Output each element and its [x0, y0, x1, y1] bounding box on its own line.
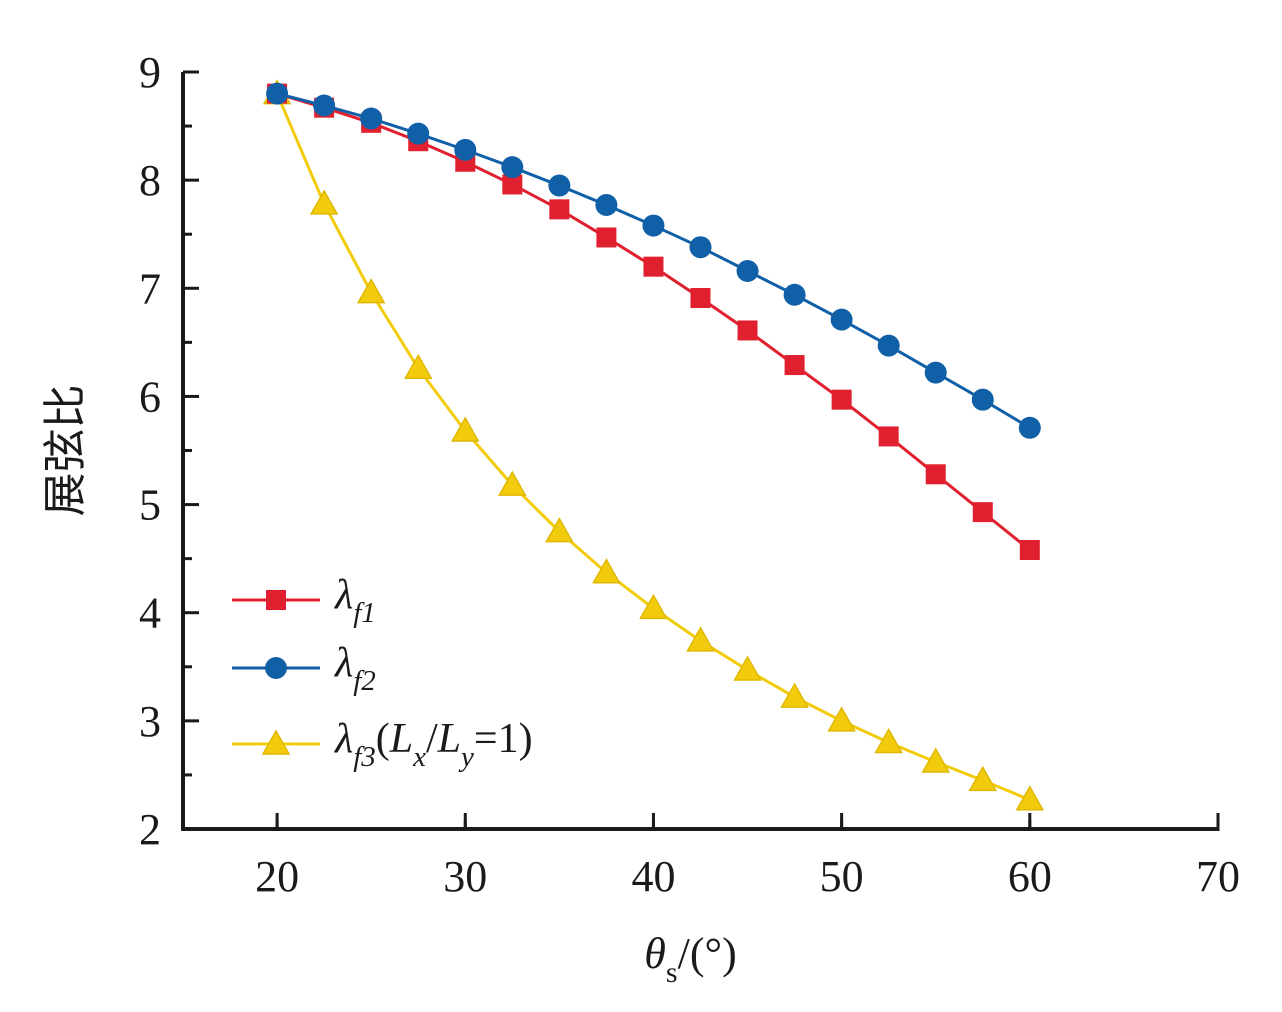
legend-label-sub: f1: [353, 597, 376, 629]
series-2-point: [360, 107, 383, 130]
series-1-point: [784, 355, 805, 376]
legend-label-suffix-open: (: [376, 716, 390, 762]
series-3-point: [921, 747, 951, 773]
series-3: [262, 79, 1045, 811]
legend-label-suffix-suby: y: [458, 741, 474, 773]
series-3-point: [545, 517, 574, 543]
legend-label-base: λ: [333, 640, 353, 686]
series-2-point: [877, 334, 900, 357]
legend-label-suffix-L2: L: [437, 716, 461, 762]
series-1-point: [502, 174, 523, 195]
series-2-point: [501, 156, 524, 179]
legend-label-suffix-L: L: [389, 716, 413, 762]
legend-label-suffix-slash: /: [426, 716, 438, 762]
series-2-point: [924, 361, 947, 384]
series-1-point: [1019, 539, 1040, 560]
x-axis-title-symbol: θ: [644, 929, 666, 978]
series-1-point: [737, 320, 758, 341]
series-2-point: [830, 308, 853, 331]
x-tick-label: 40: [631, 852, 675, 901]
y-tick-label: 4: [139, 589, 161, 638]
series-2-point: [736, 259, 759, 282]
x-axis-title-unit: /(°): [678, 929, 737, 978]
series-3-point: [309, 189, 339, 215]
series-1-point: [972, 502, 993, 523]
series-3-point: [780, 682, 809, 708]
x-tick-label: 30: [443, 852, 487, 901]
series-3-point: [733, 655, 762, 681]
series-1-point: [878, 426, 899, 447]
series-2-point: [642, 214, 665, 237]
series-3-point: [450, 416, 480, 442]
legend-label: λf3(Lx/Ly=1): [333, 716, 533, 773]
series-2-point: [783, 283, 806, 306]
series-2-point: [1018, 416, 1041, 439]
series-3-point: [827, 706, 856, 732]
series-1-point: [549, 199, 570, 220]
legend-item-1: λf1: [232, 572, 376, 629]
series-1-point: [831, 389, 852, 410]
legend-label-suffix-subx: x: [412, 741, 426, 773]
legend-label-suffix-rest: =1): [474, 716, 533, 762]
series-layer: [262, 79, 1045, 811]
series-3-point: [968, 765, 998, 792]
series-3-point: [874, 727, 903, 754]
series-2-point: [971, 388, 994, 411]
legend-item-2: λf2: [232, 640, 376, 697]
legend-swatch-marker: [265, 657, 287, 679]
y-tick-label: 6: [139, 372, 161, 421]
series-3-line: [275, 93, 1031, 802]
series-1-point: [643, 256, 664, 277]
y-tick-label: 9: [139, 48, 161, 97]
x-tick-label: 60: [1008, 852, 1052, 901]
y-tick-label: 5: [139, 481, 161, 530]
series-2: [266, 82, 1041, 439]
x-tick-label: 70: [1196, 852, 1240, 901]
series-2-point: [595, 194, 618, 217]
series-1-point: [596, 227, 617, 248]
series-1-point: [925, 464, 946, 485]
axes: 2 3 4 5 6 7 8 9 20 30 40 50 60 70 θs/(°) 展弦比: [40, 48, 1240, 989]
y-tick-label: 3: [139, 697, 161, 746]
series-1: [267, 83, 1040, 560]
legend-label: λf2: [333, 640, 376, 697]
series-3-point: [403, 353, 433, 380]
legend-swatch-marker: [266, 590, 286, 610]
series-1-point: [690, 288, 711, 309]
series-2-point: [266, 82, 289, 105]
legend-swatch-marker: [261, 729, 291, 755]
y-tick-label: 7: [139, 264, 161, 313]
x-tick-label: 50: [820, 852, 864, 901]
series-3-point: [1015, 785, 1045, 811]
x-tick-label: 20: [255, 852, 299, 901]
series-3-point: [592, 558, 621, 584]
y-tick-label: 2: [139, 805, 161, 854]
y-axis-title: 展弦比: [40, 385, 91, 517]
series-3-point: [356, 278, 386, 304]
legend-label-sub: f3: [353, 741, 376, 773]
x-axis-title: θs/(°): [644, 929, 736, 989]
series-2-point: [407, 122, 430, 145]
series-2-point: [313, 94, 336, 117]
series-2-point: [454, 138, 477, 161]
y-tick-label: 8: [139, 156, 161, 205]
series-3-point: [498, 470, 527, 496]
legend-item-3: λf3(Lx/Ly=1): [232, 716, 533, 773]
legend-label-base: λ: [333, 716, 353, 762]
legend-label-sub: f2: [353, 665, 376, 697]
legend-label-base: λ: [333, 572, 353, 618]
series-2-point: [689, 236, 712, 259]
legend-label: λf1: [333, 572, 376, 629]
x-axis-title-subscript: s: [666, 956, 678, 989]
series-2-point: [548, 174, 571, 197]
series-3-point: [686, 626, 715, 652]
series-3-point: [639, 593, 668, 620]
